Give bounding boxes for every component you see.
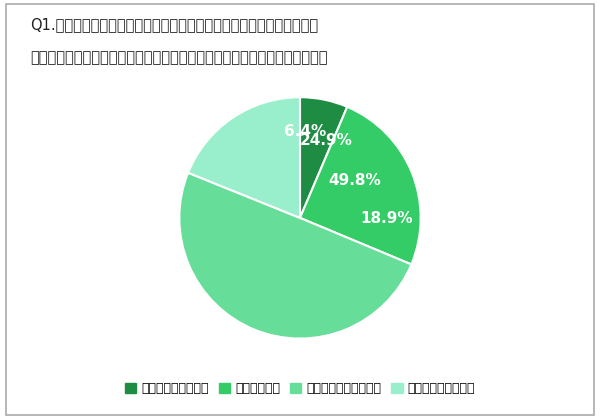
Text: 6.4%: 6.4% [284, 124, 326, 139]
Wedge shape [300, 107, 421, 264]
Wedge shape [300, 97, 347, 218]
Text: 24.9%: 24.9% [300, 133, 353, 148]
Wedge shape [179, 173, 412, 339]
Text: 業務をシステム化して効率化すること）のスピードに満足していますか。: 業務をシステム化して効率化すること）のスピードに満足していますか。 [30, 50, 328, 65]
Text: 49.8%: 49.8% [329, 173, 382, 189]
Text: 18.9%: 18.9% [361, 211, 413, 226]
Legend: とても満足している, 満足している, あまり満足していない, 全く満足していない: とても満足している, 満足している, あまり満足していない, 全く満足していない [120, 377, 480, 400]
Wedge shape [188, 97, 300, 218]
Text: Q1.現在所属している学校法人のデジタル化（紙や手作業で行っている: Q1.現在所属している学校法人のデジタル化（紙や手作業で行っている [30, 17, 318, 32]
